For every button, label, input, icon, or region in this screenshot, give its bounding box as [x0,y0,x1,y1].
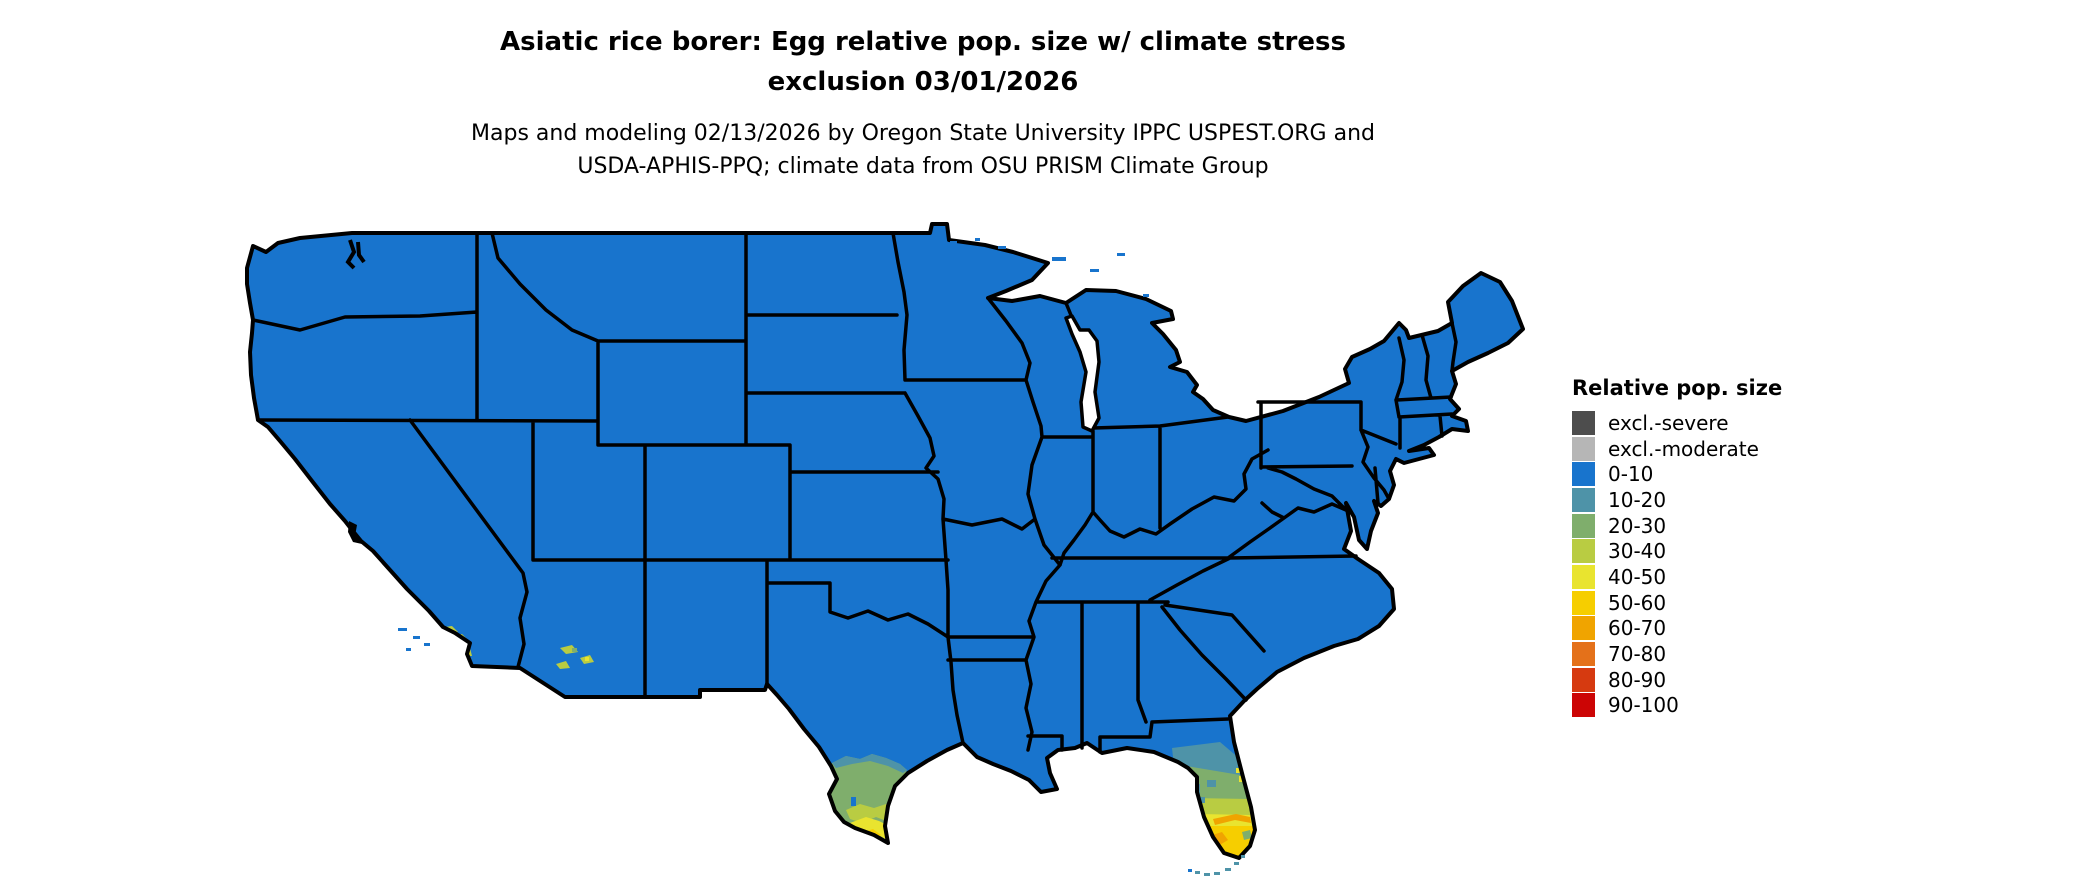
legend-label: 30-40 [1608,539,1667,564]
island-specks [398,238,1192,872]
legend-label: 0-10 [1608,462,1654,487]
legend-title: Relative pop. size [1572,376,1783,400]
legend-swatch [1572,642,1595,667]
legend-label: 70-80 [1608,642,1667,667]
legend-label: 50-60 [1608,590,1667,615]
legend-swatch [1572,436,1595,461]
legend-rows: excl.-severe excl.-moderate 0-10 10-20 2… [1572,410,1782,718]
legend-swatch [1572,487,1595,512]
legend-row: 10-20 [1572,487,1782,513]
lake-michigan [1064,314,1101,433]
legend-row: 60-70 [1572,616,1782,642]
legend-swatch [1572,462,1595,487]
puget-sound-detail [345,239,366,270]
legend-swatch [1572,590,1595,615]
florida-hotspot [1172,742,1256,858]
legend-row: 90-100 [1572,693,1782,719]
legend-swatch [1572,513,1595,538]
arizona-hotspot [556,645,594,669]
legend-row: 70-80 [1572,641,1782,667]
legend-label: 10-20 [1608,487,1667,512]
legend-label: 20-30 [1608,513,1667,538]
legend-swatch [1572,564,1595,589]
map-title-line2: exclusion 03/01/2026 [767,67,1079,97]
legend-row: excl.-severe [1572,410,1782,436]
legend: Relative pop. size excl.-severe excl.-mo… [1572,376,1782,718]
legend-swatch [1572,410,1595,435]
map-title-line1: Asiatic rice borer: Egg relative pop. si… [500,27,1346,57]
map-attribution: Maps and modeling 02/13/2026 by Oregon S… [123,117,1723,183]
legend-row: 40-50 [1572,564,1782,590]
legend-label: 40-50 [1608,564,1667,589]
legend-label: 80-90 [1608,667,1667,692]
florida-keys [1195,855,1245,876]
legend-swatch [1572,693,1595,718]
legend-row: excl.-moderate [1572,436,1782,462]
legend-row: 80-90 [1572,667,1782,693]
attribution-line2: USDA-APHIS-PPQ; climate data from OSU PR… [577,154,1269,179]
sf-bay-detail [348,521,362,544]
legend-label: excl.-moderate [1608,436,1759,461]
title-block: Asiatic rice borer: Egg relative pop. si… [123,22,1723,183]
legend-row: 50-60 [1572,590,1782,616]
legend-swatch [1572,667,1595,692]
legend-row: 0-10 [1572,461,1782,487]
legend-label: 60-70 [1608,616,1667,641]
legend-label: 90-100 [1608,693,1679,718]
state-borders [251,231,1458,754]
attribution-line1: Maps and modeling 02/13/2026 by Oregon S… [471,121,1375,146]
legend-swatch [1572,616,1595,641]
legend-row: 20-30 [1572,513,1782,539]
legend-swatch [1572,539,1595,564]
legend-row: 30-40 [1572,538,1782,564]
legend-label: excl.-severe [1608,410,1729,435]
